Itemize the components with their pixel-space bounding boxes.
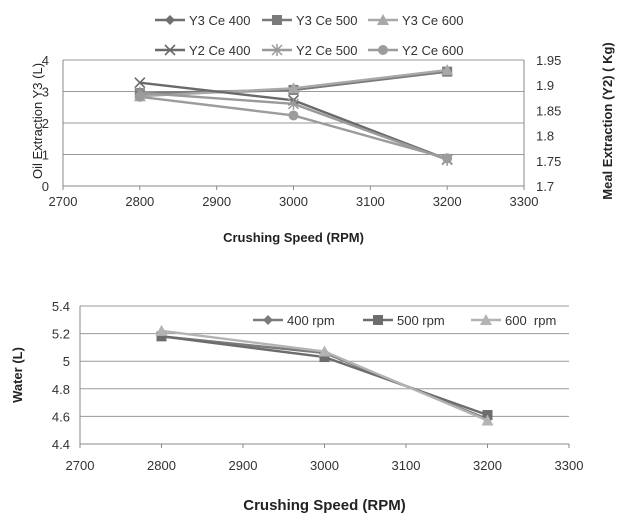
x-tick-label: 3300 [555,458,584,473]
y-tick-label: 2 [42,116,49,131]
x-tick-label: 3200 [473,458,502,473]
legend-marker-y3-ce-500 [272,15,282,25]
y-axis-title: Oil Extraction Y3 (L) [30,63,45,179]
x-tick-label: 3000 [310,458,339,473]
y2-tick-label: 1.9 [536,78,554,93]
legend-marker-y3-ce-600 [377,14,389,25]
data-point-y2-ce-500 [287,97,300,110]
top-chart: 0 1 2 3 4 1.7 1.75 1.8 1.85 1.9 1.95 2700 2800 2900 30… [30,13,615,245]
y2-axis-title: Meal Extraction (Y2) ( Kg) [600,42,615,199]
y2-tick-label: 1.7 [536,179,554,194]
data-point-y2-ce-400 [134,77,146,89]
legend-label-y3-ce-600: Y3 Ce 600 [402,13,463,28]
legend-marker-600-rpm [480,314,492,325]
y2-tick-label: 1.85 [536,103,561,118]
y-tick-label: 0 [42,179,49,194]
legend-marker-y2-ce-500 [271,44,283,56]
legend-marker-y3-ce-400 [165,15,175,25]
y-tick-label: 4.8 [52,382,70,397]
data-point-y2-ce-600 [134,91,145,102]
series-line-600-rpm [161,329,488,422]
legend-marker-y2-ce-600 [378,45,388,55]
bottom-chart: 4.4 4.6 4.8 5 5.2 5.4 2700 2800 2900 3000 3100 3200… [10,299,583,514]
data-point-600-rpm [155,324,168,336]
y-tick-label: 5 [63,354,70,369]
y2-tick-label: 1.95 [536,53,561,68]
legend-label-y3-ce-400: Y3 Ce 400 [189,13,250,28]
legend-marker-400-rpm [263,315,273,325]
legend-marker-y2-ce-400 [164,44,176,56]
y-tick-label: 4.4 [52,437,70,452]
y-axis-title: Water (L) [10,347,25,403]
data-point-y3-ce-600 [441,64,454,76]
x-tick-label: 3300 [510,194,539,209]
y-tick-label: 1 [42,148,49,163]
y-tick-label: 5.4 [52,299,70,314]
y2-tick-label: 1.75 [536,154,561,169]
legend-label-y2-ce-400: Y2 Ce 400 [189,43,250,58]
data-point-y3-ce-600 [287,82,300,94]
x-tick-label: 2900 [229,458,258,473]
y-tick-label: 3 [42,85,49,100]
x-tick-label: 2700 [66,458,95,473]
x-axis-title: Crushing Speed (RPM) [243,497,406,514]
y-tick-label: 5.2 [52,327,70,342]
data-point-500-rpm [156,331,167,342]
data-point-y2-ce-600 [288,110,299,121]
legend-label-y3-ce-500: Y3 Ce 500 [296,13,357,28]
legend-marker-500-rpm [373,315,383,325]
y-tick-label: 4 [42,53,49,68]
x-tick-label: 2700 [49,194,78,209]
x-tick-label: 2900 [202,194,231,209]
data-point-600-rpm [318,345,331,357]
data-point-600-rpm [481,414,494,426]
data-point-y2-ce-600 [442,153,453,164]
y-tick-label: 4.6 [52,409,70,424]
legend-label-600-rpm: 600 rpm [505,313,556,328]
x-tick-label: 3100 [392,458,421,473]
legend-label-400-rpm: 400 rpm [287,313,335,328]
x-tick-label: 2800 [125,194,154,209]
x-tick-label: 3100 [356,194,385,209]
data-point-500-rpm [319,352,330,363]
x-tick-label: 3200 [433,194,462,209]
x-tick-label: 3000 [279,194,308,209]
x-axis-title: Crushing Speed (RPM) [223,230,364,245]
legend-label-y2-ce-500: Y2 Ce 500 [296,43,357,58]
legend-label-500-rpm: 500 rpm [397,313,445,328]
legend-label-y2-ce-600: Y2 Ce 600 [402,43,463,58]
x-tick-label: 2800 [147,458,176,473]
y2-tick-label: 1.8 [536,129,554,144]
